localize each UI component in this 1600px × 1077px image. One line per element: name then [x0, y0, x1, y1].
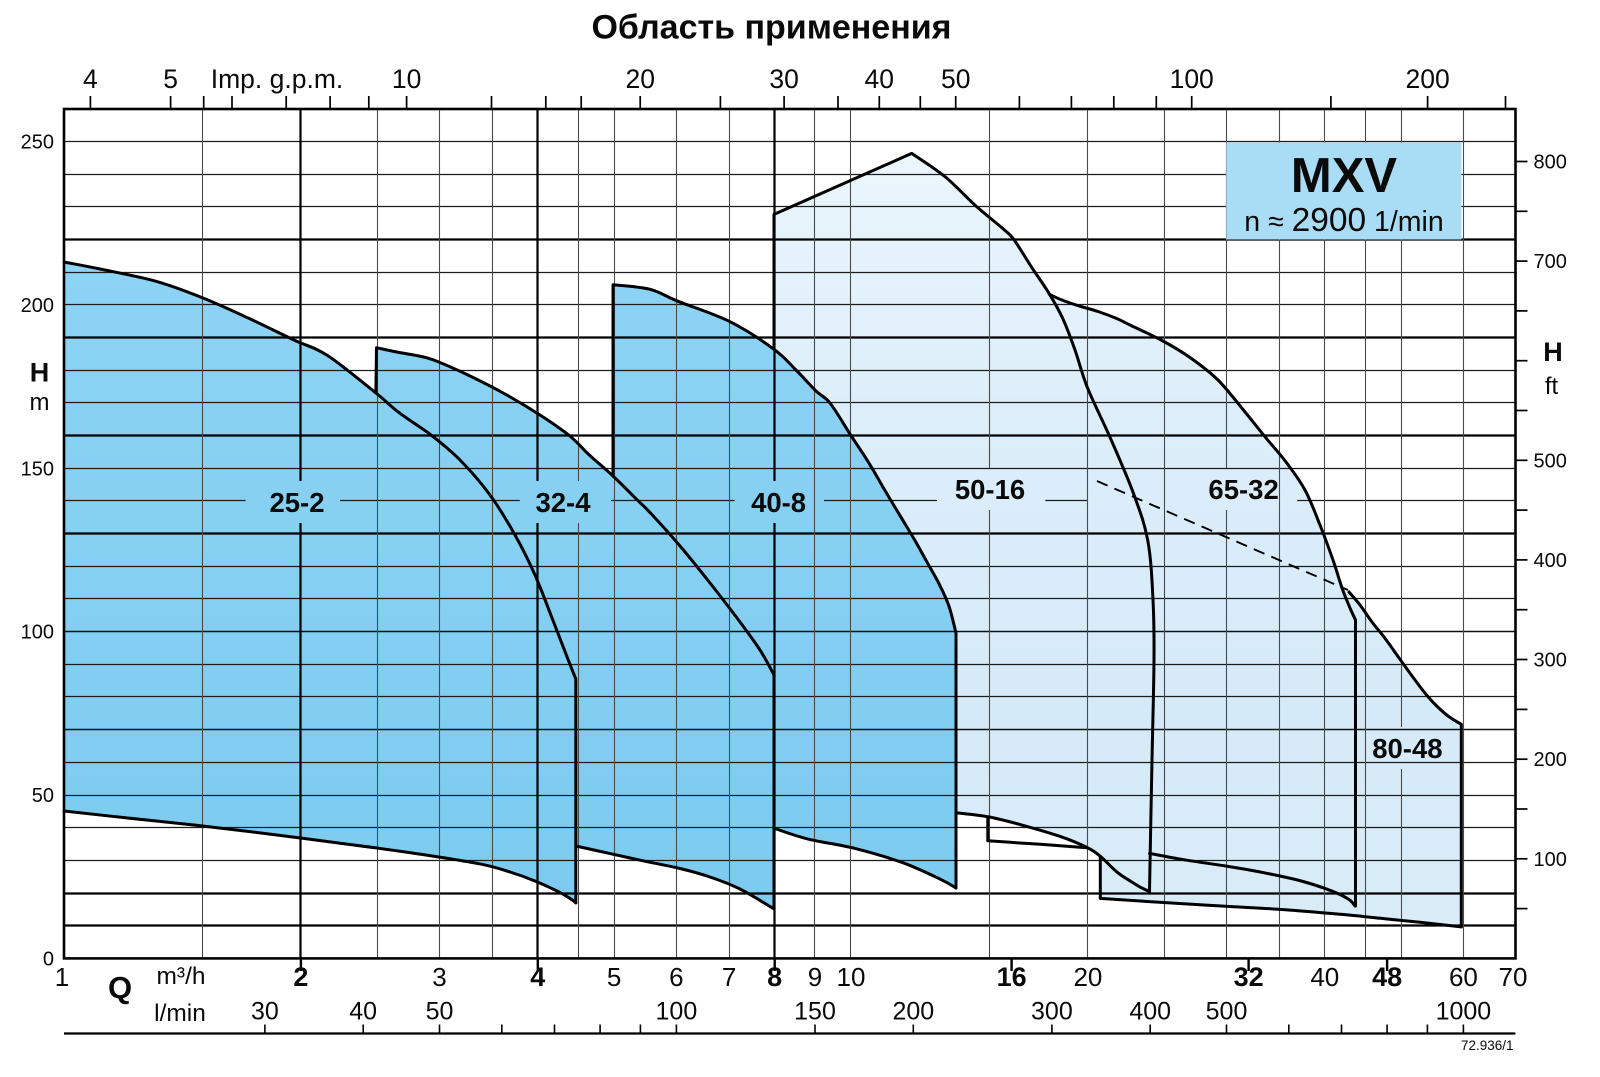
svg-text:1000: 1000 — [1436, 998, 1492, 1026]
svg-text:400: 400 — [1129, 998, 1171, 1026]
svg-text:500: 500 — [1206, 998, 1248, 1026]
svg-text:50-16: 50-16 — [955, 474, 1025, 505]
svg-text:H: H — [1543, 337, 1563, 367]
svg-text:40: 40 — [349, 998, 377, 1026]
svg-text:Imp. g.p.m.: Imp. g.p.m. — [211, 64, 344, 94]
svg-text:n ≈ 2900 1/min: n ≈ 2900 1/min — [1244, 202, 1444, 239]
svg-text:0: 0 — [43, 948, 54, 970]
svg-text:40: 40 — [865, 64, 894, 94]
svg-text:10: 10 — [392, 64, 421, 94]
svg-text:2: 2 — [293, 962, 308, 992]
svg-text:1: 1 — [55, 962, 69, 992]
svg-text:ft: ft — [1545, 373, 1559, 400]
svg-text:32: 32 — [1234, 962, 1264, 992]
svg-text:4: 4 — [530, 962, 545, 992]
svg-text:20: 20 — [625, 64, 654, 94]
svg-text:25-2: 25-2 — [269, 487, 324, 518]
svg-text:100: 100 — [656, 998, 698, 1026]
svg-text:250: 250 — [21, 132, 54, 154]
svg-text:MXV: MXV — [1291, 149, 1398, 203]
svg-text:9: 9 — [808, 962, 822, 992]
svg-text:5: 5 — [163, 64, 178, 94]
svg-text:3: 3 — [432, 962, 446, 992]
svg-text:200: 200 — [1405, 64, 1449, 94]
svg-text:48: 48 — [1372, 962, 1402, 992]
svg-text:50: 50 — [426, 998, 454, 1026]
svg-text:150: 150 — [794, 998, 836, 1026]
svg-text:200: 200 — [892, 998, 934, 1026]
svg-text:300: 300 — [1534, 650, 1567, 672]
svg-text:40-8: 40-8 — [751, 487, 806, 518]
svg-text:5: 5 — [607, 962, 621, 992]
svg-text:m: m — [30, 389, 50, 416]
svg-text:700: 700 — [1534, 251, 1567, 273]
svg-text:80-48: 80-48 — [1372, 733, 1442, 764]
svg-text:50: 50 — [941, 64, 970, 94]
svg-text:16: 16 — [997, 962, 1027, 992]
svg-text:30: 30 — [769, 64, 798, 94]
svg-text:72.936/1: 72.936/1 — [1461, 1038, 1514, 1053]
svg-text:40: 40 — [1310, 962, 1339, 992]
svg-text:200: 200 — [1534, 749, 1567, 771]
svg-text:60: 60 — [1449, 962, 1478, 992]
svg-text:10: 10 — [837, 962, 866, 992]
svg-text:100: 100 — [1170, 64, 1214, 94]
svg-text:Область применения: Область применения — [591, 9, 951, 47]
svg-text:200: 200 — [21, 295, 54, 317]
svg-text:8: 8 — [767, 962, 782, 992]
svg-text:6: 6 — [669, 962, 683, 992]
svg-text:50: 50 — [32, 785, 54, 807]
svg-text:4: 4 — [83, 64, 98, 94]
svg-text:800: 800 — [1534, 152, 1567, 174]
svg-text:7: 7 — [722, 962, 736, 992]
svg-text:m³/h: m³/h — [157, 963, 206, 990]
svg-text:100: 100 — [21, 622, 54, 644]
svg-text:30: 30 — [251, 998, 279, 1026]
svg-text:70: 70 — [1499, 962, 1528, 992]
svg-text:500: 500 — [1534, 450, 1567, 472]
svg-text:Q: Q — [108, 970, 132, 1005]
svg-text:20: 20 — [1073, 962, 1102, 992]
svg-text:100: 100 — [1534, 849, 1567, 871]
svg-text:65-32: 65-32 — [1208, 474, 1278, 505]
svg-text:H: H — [30, 358, 50, 388]
svg-text:150: 150 — [21, 458, 54, 480]
svg-text:32-4: 32-4 — [535, 487, 591, 518]
svg-text:300: 300 — [1031, 998, 1073, 1026]
svg-text:l/min: l/min — [154, 1000, 206, 1027]
svg-text:400: 400 — [1534, 550, 1567, 572]
